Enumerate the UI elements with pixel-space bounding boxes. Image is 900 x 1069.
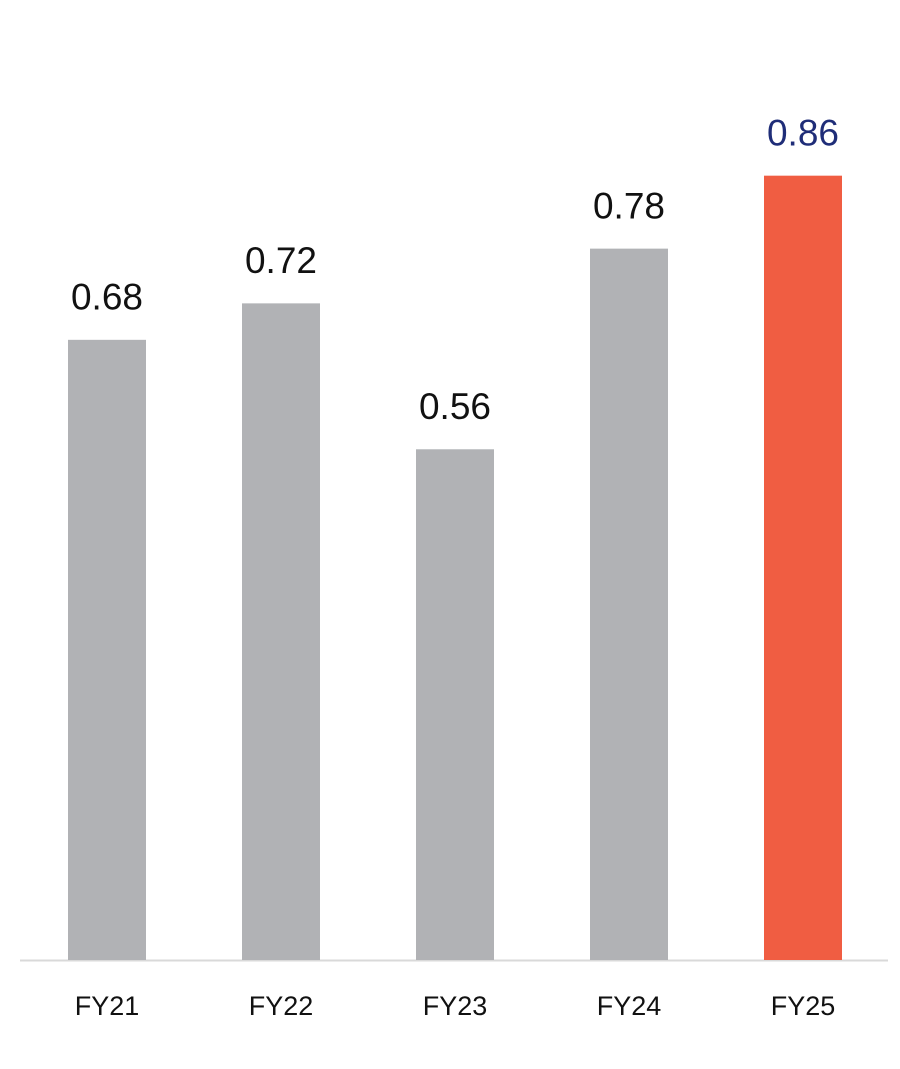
x-tick-label: FY21: [75, 991, 140, 1021]
x-tick-label: FY22: [249, 991, 314, 1021]
bar: [590, 248, 668, 960]
value-label: 0.78: [593, 185, 665, 226]
value-label: 0.72: [245, 240, 317, 281]
bar: [764, 175, 842, 960]
bar: [242, 303, 320, 960]
x-tick-label: FY23: [423, 991, 488, 1021]
value-label: 0.86: [767, 112, 839, 153]
value-label: 0.56: [419, 386, 491, 427]
x-tick-label: FY25: [771, 991, 836, 1021]
value-label: 0.68: [71, 277, 143, 318]
bar: [416, 449, 494, 960]
bar: [68, 339, 146, 961]
x-tick-label: FY24: [597, 991, 662, 1021]
